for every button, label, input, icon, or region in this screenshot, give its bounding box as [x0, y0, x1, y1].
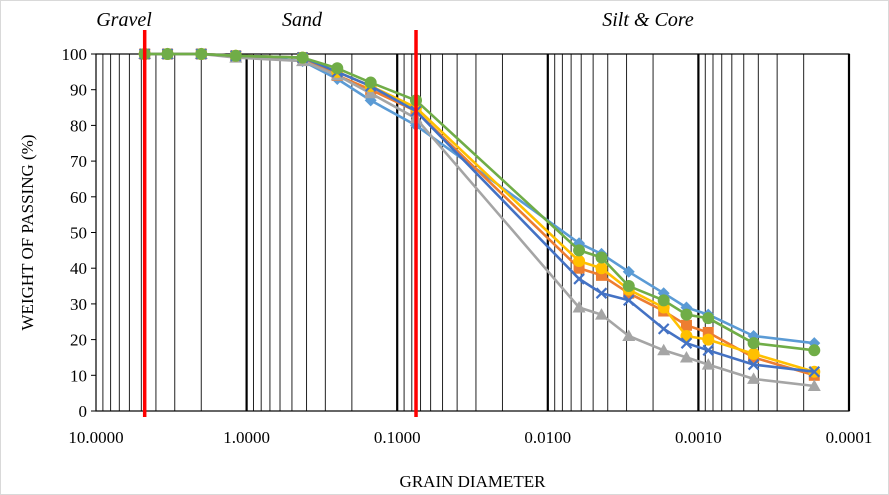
x-tick-label: 0.0100	[524, 428, 571, 447]
y-tick-label: 0	[79, 402, 88, 421]
y-tick-label: 100	[62, 45, 88, 64]
y-tick-label: 50	[70, 224, 87, 243]
y-tick-label: 70	[70, 152, 87, 171]
zone-label: Gravel	[96, 9, 152, 31]
data-point-square	[573, 262, 585, 274]
data-point-x	[573, 273, 585, 285]
data-point-circle	[702, 312, 715, 325]
data-point-circle	[595, 262, 608, 275]
data-point-triangle	[679, 350, 693, 363]
data-point-circle	[747, 347, 760, 360]
data-point-circle	[657, 294, 670, 307]
gridlines	[102, 54, 851, 411]
data-point-circle	[573, 255, 586, 268]
data-point-circle	[808, 344, 821, 357]
data-point-circle	[331, 62, 344, 75]
data-point-triangle	[701, 358, 715, 370]
data-point-triangle	[622, 329, 636, 342]
data-point-circle	[680, 308, 693, 321]
x-tick-label: 10.0000	[68, 428, 123, 447]
data-point-square	[680, 319, 692, 331]
data-point-circle	[161, 48, 174, 60]
x-tick-label: 0.0001	[826, 428, 873, 447]
data-point-diamond	[622, 265, 635, 278]
x-tick-label: 0.1000	[374, 428, 421, 447]
data-point-x	[595, 287, 608, 299]
data-point-triangle	[364, 86, 378, 99]
data-point-triangle	[657, 343, 671, 356]
data-point-triangle	[747, 372, 761, 384]
x-tick-label: 1.0000	[223, 428, 270, 447]
y-tick-label: 40	[70, 259, 87, 278]
data-point-circle	[229, 49, 242, 62]
data-point-triangle	[594, 308, 608, 320]
zone-label: Sand	[282, 9, 323, 31]
x-axis-title: GRAIN DIAMETER	[400, 472, 547, 491]
data-point-x	[657, 323, 670, 335]
series-line	[144, 52, 815, 352]
data-point-circle	[595, 251, 608, 264]
data-point-triangle	[807, 379, 821, 392]
y-axis-title: WEIGHT OF PASSING (%)	[18, 135, 37, 331]
data-point-circle	[702, 333, 715, 346]
zone-label: Silt & Core	[602, 9, 694, 31]
data-point-x	[702, 344, 715, 357]
x-tick-label: 0.0010	[675, 428, 722, 447]
data-point-circle	[296, 51, 309, 64]
data-point-circle	[573, 244, 586, 257]
data-point-triangle	[572, 300, 586, 313]
data-point-square	[595, 269, 607, 281]
data-point-x	[808, 365, 821, 378]
data-point-x	[622, 294, 635, 307]
y-tick-label: 60	[70, 188, 87, 207]
y-tick-label: 20	[70, 331, 87, 350]
y-tick-label: 90	[70, 81, 87, 100]
data-point-circle	[622, 280, 635, 293]
y-tick-label: 30	[70, 295, 87, 314]
data-point-circle	[747, 337, 760, 350]
data-point-square	[702, 326, 714, 338]
data-point-x	[680, 337, 693, 349]
data-point-circle	[195, 48, 208, 60]
y-tick-label: 80	[70, 116, 87, 135]
data-point-x	[747, 358, 760, 371]
data-point-circle	[364, 76, 377, 89]
y-tick-label: 10	[70, 366, 87, 385]
